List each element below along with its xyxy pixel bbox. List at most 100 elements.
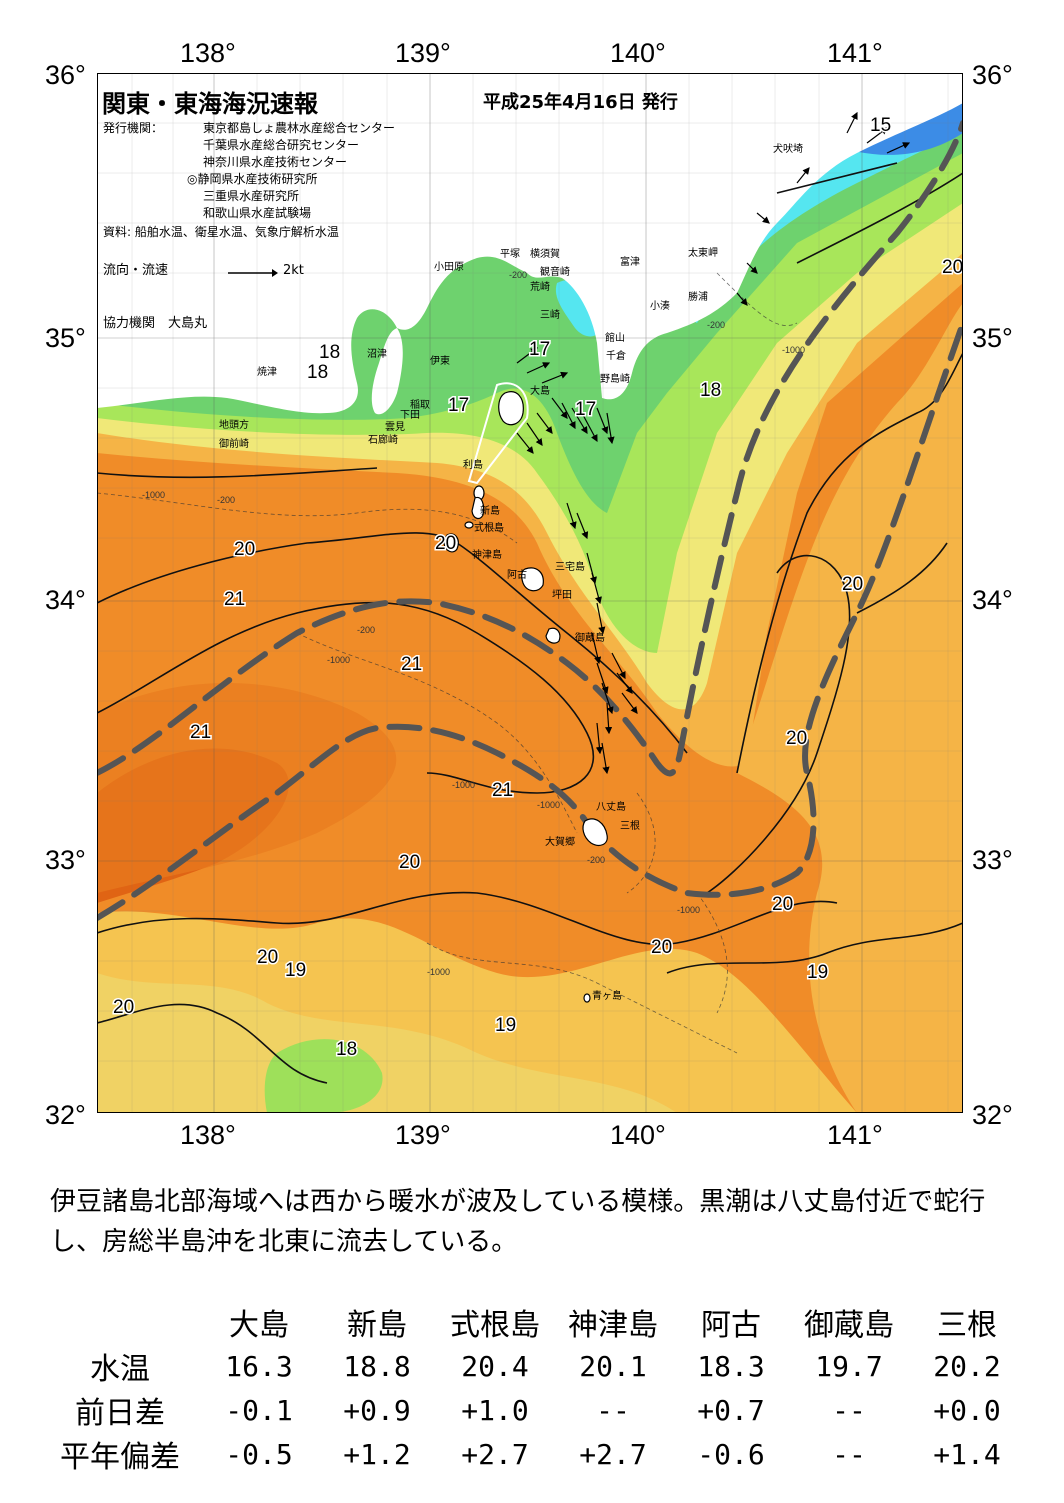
place-label: 野島崎 — [600, 374, 630, 385]
row-header: 平年偏差 — [60, 1440, 180, 1475]
land-kanto — [97, 73, 963, 414]
contour-label: 20 — [842, 574, 863, 595]
depth-label: -1000 — [427, 967, 450, 977]
table-cell: +0.7 — [697, 1393, 765, 1427]
place-label: 太東岬 — [688, 248, 718, 259]
depth-label: -200 — [707, 320, 725, 330]
contour-label: 17 — [529, 339, 550, 360]
fine-grid — [97, 73, 963, 1113]
contour-label: 21 — [492, 780, 513, 801]
lon-label-bottom-141: 141° — [827, 1120, 883, 1150]
lat-label-left-34: 34° — [45, 585, 86, 615]
depth-label: -1000 — [677, 905, 700, 915]
column-header: 新島 — [347, 1308, 407, 1343]
depth-label: -200 — [587, 855, 605, 865]
lon-label-bottom-139: 139° — [395, 1120, 451, 1150]
column-header: 神津島 — [568, 1308, 658, 1343]
table-cell: 19.7 — [815, 1349, 883, 1383]
contour-label: 17 — [448, 395, 469, 416]
publisher-label: 発行機関： — [103, 121, 164, 135]
island-shikinejima — [464, 521, 474, 529]
contour-label: 21 — [224, 589, 245, 610]
island-aogashima — [583, 993, 591, 1003]
place-label: 荒崎 — [530, 282, 550, 293]
table-row: 前日差 -0.1 +0.9 +1.0 -- +0.7 -- +0.0 — [40, 1388, 1026, 1432]
place-label: 三宅島 — [555, 562, 585, 573]
island-kozushima — [443, 533, 459, 553]
depth-label: -200 — [509, 270, 527, 280]
lon-label-top-140: 140° — [610, 38, 666, 68]
lon-label-top-139: 139° — [395, 38, 451, 68]
place-label: 坪田 — [552, 590, 572, 601]
place-label: 小田原 — [434, 262, 464, 273]
flow-arrows — [516, 111, 911, 775]
table-cell: +1.2 — [343, 1437, 411, 1471]
place-label: 千倉 — [606, 351, 626, 362]
lat-label-right-32: 32° — [972, 1100, 1013, 1130]
place-label: 御蔵島 — [575, 633, 605, 644]
depth-label: -1000 — [537, 800, 560, 810]
place-label: 大島 — [530, 386, 550, 397]
table-cell: 18.3 — [697, 1349, 765, 1383]
place-label: 三崎 — [540, 310, 560, 321]
island-miyakejima — [521, 567, 544, 592]
contour-label: 19 — [495, 1015, 516, 1036]
table-cell: -- — [832, 1393, 866, 1427]
table-cell: 20.1 — [579, 1349, 647, 1383]
place-label: 稲取 — [410, 400, 430, 411]
column-header: 大島 — [229, 1308, 289, 1343]
column-header: 阿古 — [701, 1308, 761, 1343]
contour-label: 18 — [700, 380, 721, 401]
publisher-item: 和歌山県水産試験場 — [203, 206, 312, 220]
flow-legend-scale: 2kt — [283, 263, 304, 278]
publisher-item: 神奈川県水産技術センター — [203, 155, 348, 169]
lon-label-top-138: 138° — [180, 38, 236, 68]
table-cell: +2.7 — [579, 1437, 647, 1471]
row-header: 水温 — [90, 1352, 150, 1387]
place-label: 沼津 — [367, 349, 387, 360]
table-row: 平年偏差 -0.5 +1.2 +2.7 +2.7 -0.6 -- +1.4 — [40, 1432, 1026, 1476]
table-cell: 20.4 — [461, 1349, 529, 1383]
islands — [443, 391, 608, 1003]
lon-label-bottom-140: 140° — [610, 1120, 666, 1150]
lat-label-left-35: 35° — [45, 323, 86, 353]
flow-legend-label: 流向・流速 — [103, 263, 169, 278]
depth-label: -1000 — [782, 345, 805, 355]
depth-labels: -200 -1000 -200 -1000 -200 -1000 -1000 -… — [142, 270, 805, 977]
table-cell: 16.3 — [225, 1349, 293, 1383]
contour-label: 20 — [257, 947, 278, 968]
sea-18-region-south — [264, 1039, 383, 1113]
publisher-item: ◎静岡県水産技術研究所 — [187, 172, 318, 186]
contour-label: 18 — [307, 362, 328, 383]
contour-label: 20 — [772, 894, 793, 915]
place-label: 神津島 — [472, 550, 502, 561]
sea-21b-region — [97, 683, 397, 893]
land-izu-peninsula — [371, 328, 403, 415]
contour-label: 20 — [435, 533, 456, 554]
contour-label: 15 — [870, 115, 891, 136]
island-niijima — [471, 496, 485, 520]
publisher-item: 千葉県水産総合研究センター — [203, 138, 360, 152]
contour-label: 21 — [190, 722, 211, 743]
depth-label: -200 — [357, 625, 375, 635]
island-mikurajima — [545, 627, 561, 644]
place-label: 犬吠埼 — [773, 144, 803, 155]
place-label: 阿古 — [507, 570, 527, 581]
table-cell: +0.0 — [933, 1393, 1001, 1427]
place-label: 御前崎 — [219, 439, 249, 450]
water-temperature-table: 大島 新島 式根島 神津島 阿古 御蔵島 三根 水温 16.3 18.8 20.… — [40, 1300, 1026, 1476]
table-corner — [40, 1300, 200, 1344]
depth-label: -1000 — [452, 780, 475, 790]
contour-label: 20 — [786, 728, 807, 749]
place-label: 大賀郷 — [545, 837, 575, 848]
contour-label: 20 — [113, 997, 134, 1018]
lat-label-right-35: 35° — [972, 323, 1013, 353]
contour-label: 20 — [942, 257, 963, 278]
place-label: 富津 — [620, 257, 640, 268]
table-cell: -0.1 — [225, 1393, 293, 1427]
place-label: 伊東 — [430, 356, 450, 367]
issue-date: 平成25年4月16日 発行 — [483, 92, 678, 113]
lat-label-left-32: 32° — [45, 1100, 86, 1130]
contour-label: 20 — [651, 937, 672, 958]
flow-legend-arrow — [228, 264, 278, 277]
